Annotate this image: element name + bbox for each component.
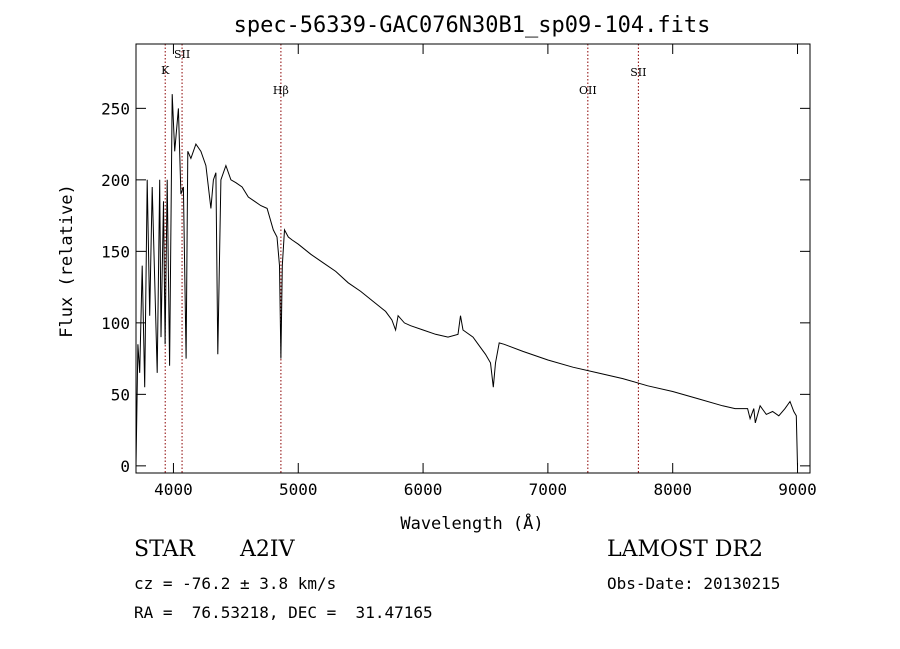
x-tick-label: 7000 xyxy=(529,480,568,499)
x-tick-label: 9000 xyxy=(778,480,817,499)
y-tick-label: 150 xyxy=(101,242,130,261)
object-subclass: A2IV xyxy=(240,537,295,562)
x-axis-label: Wavelength (Å) xyxy=(400,512,543,534)
plot-frame xyxy=(135,43,811,474)
spectrum-series-line xyxy=(135,94,798,466)
observation-date: Obs-Date: 20130215 xyxy=(607,574,781,593)
y-axis-label: Flux (relative) xyxy=(57,184,77,338)
spectral-line-labels: K SII Hβ OII SII xyxy=(161,48,646,97)
y-tick-label: 250 xyxy=(101,99,130,118)
x-axis: 4000 5000 6000 7000 8000 9000 xyxy=(154,44,817,499)
x-tick-label: 6000 xyxy=(404,480,443,499)
spectral-line-label: SII xyxy=(174,48,190,61)
redshift-velocity: cz = -76.2 ± 3.8 km/s xyxy=(134,574,337,593)
y-tick-label: 100 xyxy=(101,314,130,333)
chart-title: spec-56339-GAC076N30B1_sp09-104.fits xyxy=(234,13,711,38)
x-tick-label: 4000 xyxy=(154,480,193,499)
coordinates: RA = 76.53218, DEC = 31.47165 xyxy=(134,603,433,622)
y-axis: 0 50 100 150 200 250 xyxy=(101,99,810,476)
object-class: STAR xyxy=(134,537,195,562)
spectral-line-label: SII xyxy=(630,66,646,79)
spectral-line-label: K xyxy=(161,64,170,77)
y-tick-label: 0 xyxy=(120,457,130,476)
survey-name: LAMOST DR2 xyxy=(607,537,763,562)
spectral-line-label: Hβ xyxy=(273,84,289,97)
x-tick-label: 5000 xyxy=(279,480,318,499)
spectral-line-markers xyxy=(164,44,639,473)
x-tick-label: 8000 xyxy=(653,480,692,499)
spectral-line-label: OII xyxy=(579,84,597,97)
y-tick-label: 200 xyxy=(101,171,130,190)
y-tick-label: 50 xyxy=(111,385,130,404)
